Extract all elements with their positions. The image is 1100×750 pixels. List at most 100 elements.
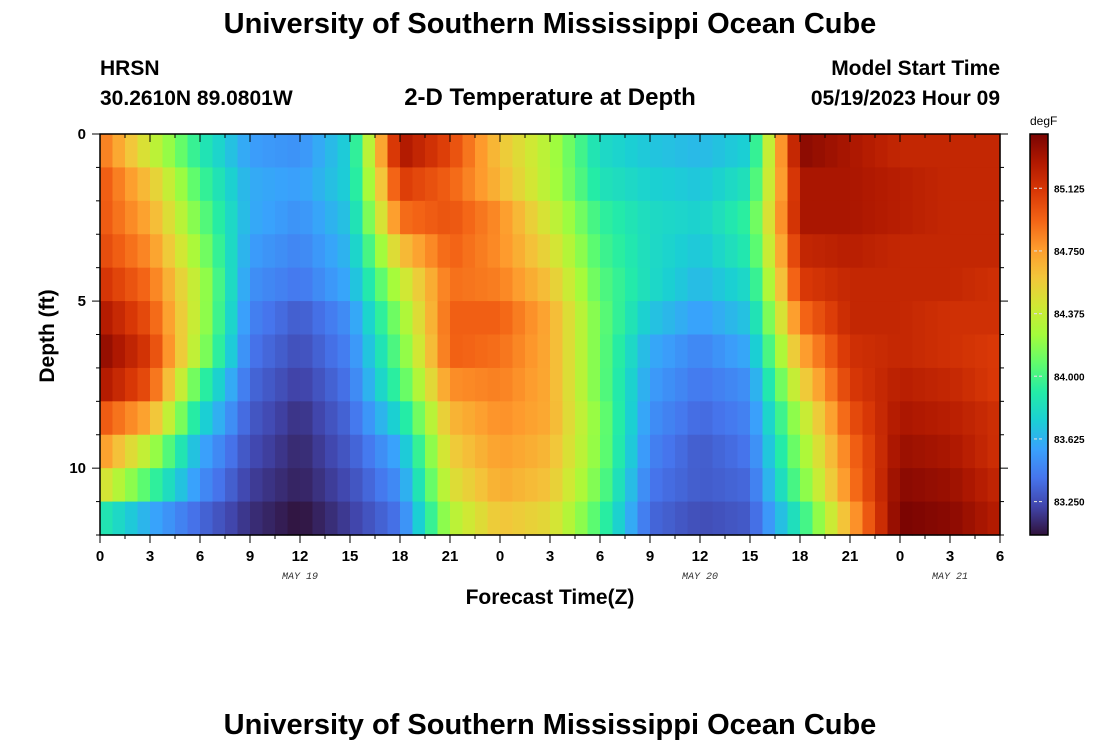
heatmap-cell — [212, 334, 226, 369]
heatmap-cell — [700, 234, 714, 269]
heatmap-cell — [312, 501, 326, 536]
heatmap-cell — [262, 134, 276, 169]
heatmap-cell — [275, 167, 289, 202]
heatmap-cell — [887, 501, 901, 536]
heatmap-cell — [862, 167, 876, 202]
heatmap-cell — [275, 401, 289, 436]
heatmap-cell — [475, 134, 489, 169]
heatmap-cell — [225, 200, 239, 235]
heatmap-cell — [762, 200, 776, 235]
heatmap-cell — [225, 367, 239, 402]
heatmap-cell — [500, 334, 514, 369]
heatmap-cell — [462, 301, 476, 336]
heatmap-cell — [887, 334, 901, 369]
heatmap-cell — [325, 200, 339, 235]
heatmap-cell — [650, 434, 664, 469]
heatmap-cell — [550, 200, 564, 235]
heatmap-cell — [400, 401, 414, 436]
heatmap-cell — [987, 434, 1001, 469]
heatmap-cell — [262, 401, 276, 436]
heatmap-cell — [100, 468, 114, 503]
heatmap-cell — [875, 200, 889, 235]
heatmap-cell — [150, 434, 164, 469]
heatmap-cell — [762, 267, 776, 302]
heatmap-cell — [425, 134, 439, 169]
heatmap-cell — [675, 234, 689, 269]
heatmap-cell — [612, 167, 626, 202]
heatmap-cell — [512, 167, 526, 202]
heatmap-cell — [975, 401, 989, 436]
heatmap-cell — [200, 501, 214, 536]
heatmap-cell — [412, 134, 426, 169]
heatmap-cell — [337, 167, 351, 202]
heatmap-cell — [662, 401, 676, 436]
heatmap-cell — [387, 501, 401, 536]
heatmap-cell — [150, 301, 164, 336]
heatmap-cell — [125, 334, 139, 369]
heatmap-cell — [737, 167, 751, 202]
heatmap-cell — [575, 401, 589, 436]
heatmap-cell — [550, 501, 564, 536]
heatmap-cell — [162, 234, 176, 269]
heatmap-cell — [987, 468, 1001, 503]
heatmap-cell — [412, 367, 426, 402]
heatmap-cell — [337, 367, 351, 402]
heatmap-cell — [175, 167, 189, 202]
heatmap-cell — [912, 200, 926, 235]
heatmap-cell — [475, 468, 489, 503]
heatmap-cell — [975, 200, 989, 235]
heatmap-cell — [512, 200, 526, 235]
heatmap-cell — [975, 267, 989, 302]
heatmap-cell — [512, 401, 526, 436]
heatmap-cell — [850, 468, 864, 503]
heatmap-cell — [962, 334, 976, 369]
heatmap-cell — [962, 367, 976, 402]
heatmap-cell — [762, 167, 776, 202]
heatmap-cell — [837, 200, 851, 235]
heatmap-cell — [650, 167, 664, 202]
heatmap-cell — [212, 501, 226, 536]
heatmap-cell — [525, 334, 539, 369]
colorbar-tick-label: 83.625 — [1054, 435, 1085, 446]
heatmap-cell — [637, 267, 651, 302]
heatmap-cell — [525, 401, 539, 436]
heatmap-cell — [400, 334, 414, 369]
x-tick-label: 6 — [196, 548, 204, 565]
heatmap-cell — [662, 434, 676, 469]
heatmap-cell — [412, 167, 426, 202]
heatmap-cell — [500, 434, 514, 469]
heatmap-cell — [800, 401, 814, 436]
heatmap-cell — [575, 267, 589, 302]
heatmap-cell — [912, 468, 926, 503]
heatmap-cell — [537, 200, 551, 235]
heatmap-cell — [175, 301, 189, 336]
heatmap-cell — [575, 200, 589, 235]
heatmap-cell — [837, 267, 851, 302]
heatmap-cell — [787, 200, 801, 235]
heatmap-cell — [212, 234, 226, 269]
heatmap-cell — [237, 167, 251, 202]
heatmap-cell — [587, 367, 601, 402]
heatmap-cell — [325, 501, 339, 536]
heatmap-cell — [237, 267, 251, 302]
heatmap-cell — [362, 200, 376, 235]
heatmap-cell — [175, 267, 189, 302]
heatmap-cell — [100, 200, 114, 235]
x-tick-label: 6 — [996, 548, 1004, 565]
heatmap-cell — [375, 334, 389, 369]
heatmap-cell — [325, 334, 339, 369]
heatmap-cell — [125, 200, 139, 235]
heatmap-cell — [762, 301, 776, 336]
heatmap-cell — [637, 367, 651, 402]
heatmap-cell — [687, 434, 701, 469]
heatmap-cell — [187, 167, 201, 202]
heatmap-cell — [525, 267, 539, 302]
heatmap-cell — [350, 334, 364, 369]
heatmap-cell — [375, 367, 389, 402]
heatmap-cell — [987, 167, 1001, 202]
heatmap-cell — [950, 200, 964, 235]
heatmap-cell — [200, 468, 214, 503]
heatmap-cell — [337, 267, 351, 302]
heatmap-cell — [462, 367, 476, 402]
heatmap-cell — [550, 134, 564, 169]
